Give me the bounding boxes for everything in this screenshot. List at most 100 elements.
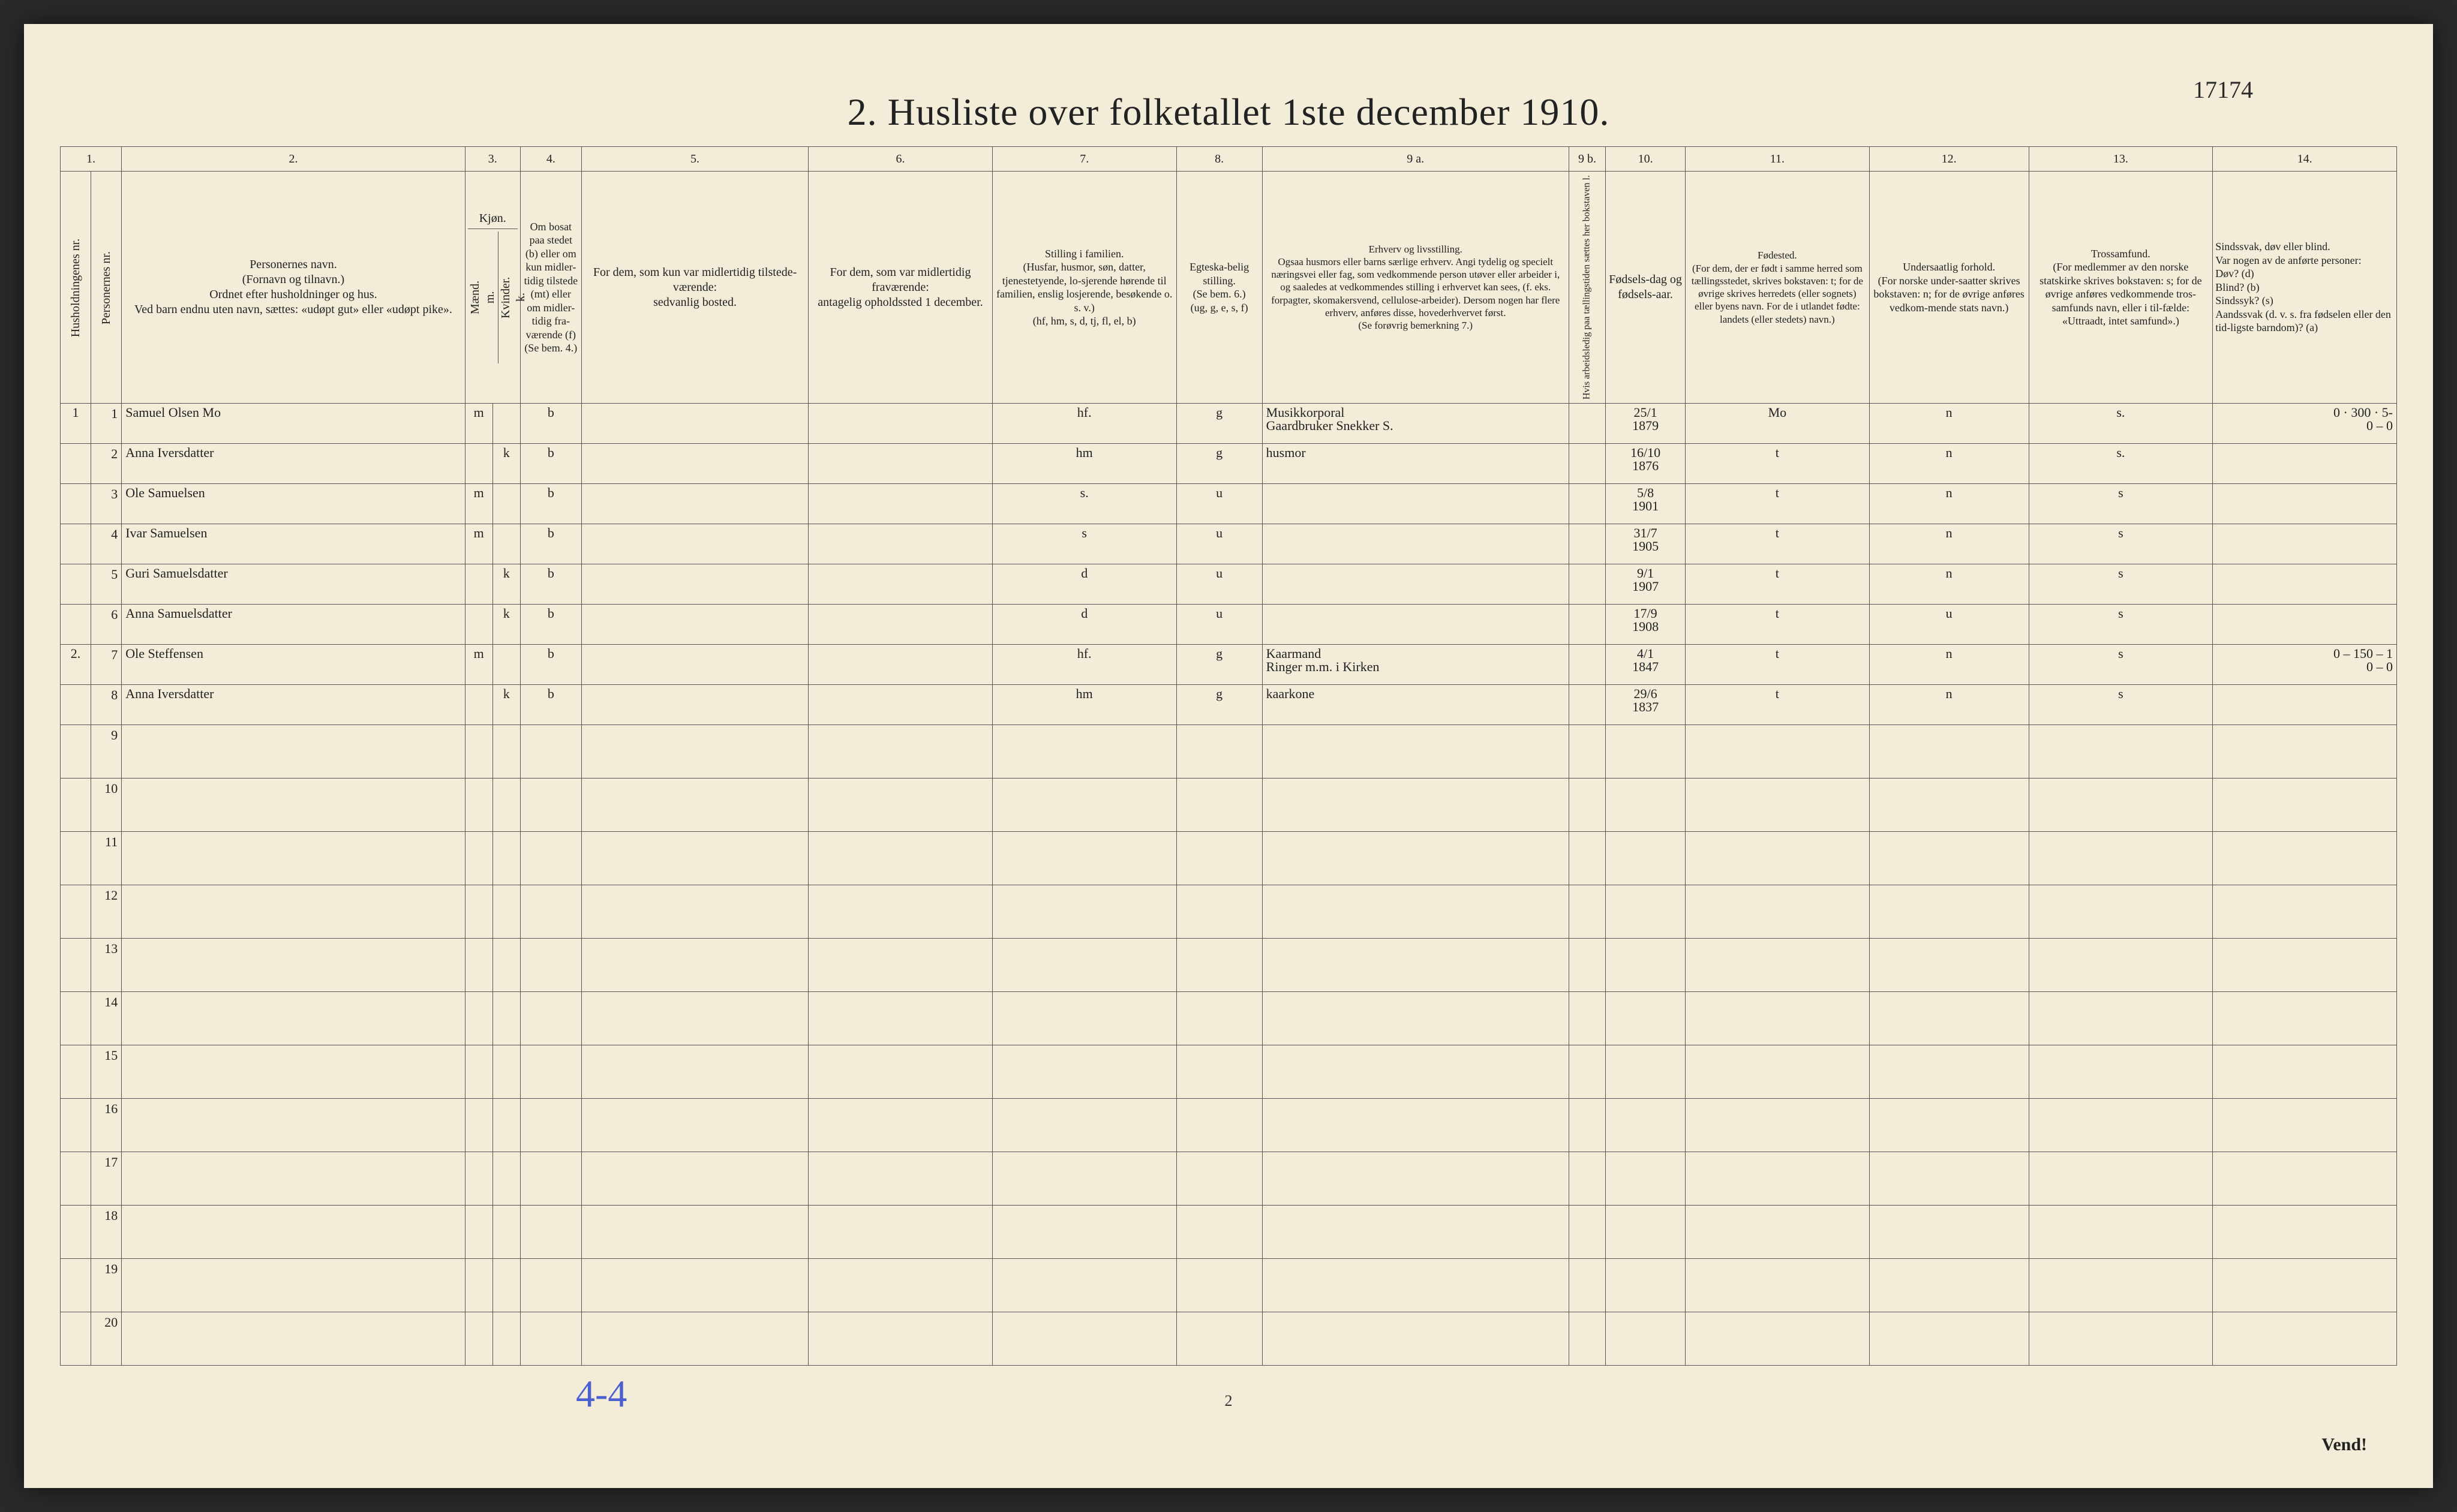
cell-inf [2213, 1045, 2397, 1099]
cell-mar: u [1176, 484, 1262, 524]
cell-nat [1869, 725, 2029, 778]
cell-rel [2029, 725, 2213, 778]
cell-sex-m [465, 605, 492, 645]
cell-work [1569, 444, 1605, 484]
cell-nat: n [1869, 484, 2029, 524]
cell-sex-k [492, 939, 520, 992]
cell-mar: u [1176, 564, 1262, 605]
cell-nat [1869, 1099, 2029, 1152]
cell-hh [61, 1206, 91, 1259]
colnum-3: 3. [465, 147, 520, 172]
cell-inf [2213, 939, 2397, 992]
cell-fam: d [992, 605, 1176, 645]
cell-pn: 9 [91, 725, 122, 778]
cell-occ [1262, 778, 1569, 832]
cell-rel [2029, 1099, 2213, 1152]
cell-fam: d [992, 564, 1176, 605]
cell-mar [1176, 885, 1262, 939]
cell-nat [1869, 1312, 2029, 1366]
table-row: 5Guri Samuelsdatterkbdu9/1 1907tns [61, 564, 2397, 605]
cell-away [581, 1099, 808, 1152]
cell-name [122, 1259, 465, 1312]
cell-res: b [520, 605, 581, 645]
table-row-empty: 20 [61, 1312, 2397, 1366]
cell-abs [809, 832, 993, 885]
cell-name [122, 1045, 465, 1099]
hdr-abs: For dem, som var midlertidig fraværende:… [809, 172, 993, 404]
cell-bpl [1686, 1259, 1870, 1312]
cell-res [520, 1312, 581, 1366]
title-row: 2. Husliste over folketallet 1ste decemb… [60, 90, 2397, 134]
cell-sex-m [465, 1312, 492, 1366]
cell-dob: 5/8 1901 [1606, 484, 1686, 524]
cell-bpl [1686, 1206, 1870, 1259]
colnum-2: 2. [122, 147, 465, 172]
cell-inf [2213, 992, 2397, 1045]
cell-inf [2213, 832, 2397, 885]
hdr-nat: Undersaatlig forhold. (For norske under-… [1869, 172, 2029, 404]
hdr-hh: Husholdningenes nr. [61, 172, 91, 404]
cell-rel: s. [2029, 444, 2213, 484]
cell-mar [1176, 725, 1262, 778]
cell-work [1569, 1312, 1605, 1366]
cell-occ [1262, 1312, 1569, 1366]
cell-bpl: t [1686, 524, 1870, 564]
cell-occ: Musikkorporal Gaardbruker Snekker S. [1262, 404, 1569, 444]
cell-name [122, 1099, 465, 1152]
cell-abs [809, 885, 993, 939]
cell-nat [1869, 1045, 2029, 1099]
colnum-13: 13. [2029, 147, 2213, 172]
cell-rel: s. [2029, 404, 2213, 444]
hdr-sex-title: Kjøn. [468, 211, 518, 229]
cell-fam [992, 1206, 1176, 1259]
cell-pn: 15 [91, 1045, 122, 1099]
cell-away [581, 1152, 808, 1206]
cell-hh [61, 1099, 91, 1152]
cell-hh [61, 885, 91, 939]
cell-dob: 31/7 1905 [1606, 524, 1686, 564]
cell-away [581, 885, 808, 939]
colnum-6: 6. [809, 147, 993, 172]
cell-fam: hm [992, 444, 1176, 484]
cell-occ [1262, 605, 1569, 645]
cell-inf [2213, 1312, 2397, 1366]
cell-name: Ole Steffensen [122, 645, 465, 685]
cell-name [122, 885, 465, 939]
cell-mar [1176, 1152, 1262, 1206]
cell-inf [2213, 778, 2397, 832]
vend-text: Vend! [2321, 1435, 2367, 1455]
cell-dob: 4/1 1847 [1606, 645, 1686, 685]
cell-mar [1176, 939, 1262, 992]
cell-sex-k [492, 1099, 520, 1152]
table-row: 2.7Ole Steffensenmbhf.gKaarmand Ringer m… [61, 645, 2397, 685]
cell-inf [2213, 524, 2397, 564]
cell-mar [1176, 1099, 1262, 1152]
cell-res [520, 1206, 581, 1259]
hdr-inf: Sindssvak, døv eller blind. Var nogen av… [2213, 172, 2397, 404]
cell-occ [1262, 1259, 1569, 1312]
cell-hh [61, 725, 91, 778]
table-row: 8Anna Iversdatterkbhmgkaarkone29/6 1837t… [61, 685, 2397, 725]
cell-nat [1869, 1259, 2029, 1312]
cell-res: b [520, 484, 581, 524]
hdr-dob: Fødsels-dag og fødsels-aar. [1606, 172, 1686, 404]
cell-pn: 8 [91, 685, 122, 725]
cell-away [581, 484, 808, 524]
cell-abs [809, 992, 993, 1045]
cell-mar [1176, 1259, 1262, 1312]
cell-sex-m [465, 564, 492, 605]
column-number-row: 1. 2. 3. 4. 5. 6. 7. 8. 9 a. 9 b. 10. 11… [61, 147, 2397, 172]
cell-res [520, 725, 581, 778]
colnum-5: 5. [581, 147, 808, 172]
cell-name [122, 992, 465, 1045]
hdr-sex-m: Mænd. m. [468, 232, 498, 363]
cell-pn: 16 [91, 1099, 122, 1152]
cell-rel: s [2029, 484, 2213, 524]
cell-sex-k: k [492, 605, 520, 645]
cell-hh [61, 939, 91, 992]
cell-sex-m: m [465, 645, 492, 685]
cell-work [1569, 685, 1605, 725]
cell-work [1569, 484, 1605, 524]
cell-away [581, 564, 808, 605]
cell-sex-m [465, 778, 492, 832]
